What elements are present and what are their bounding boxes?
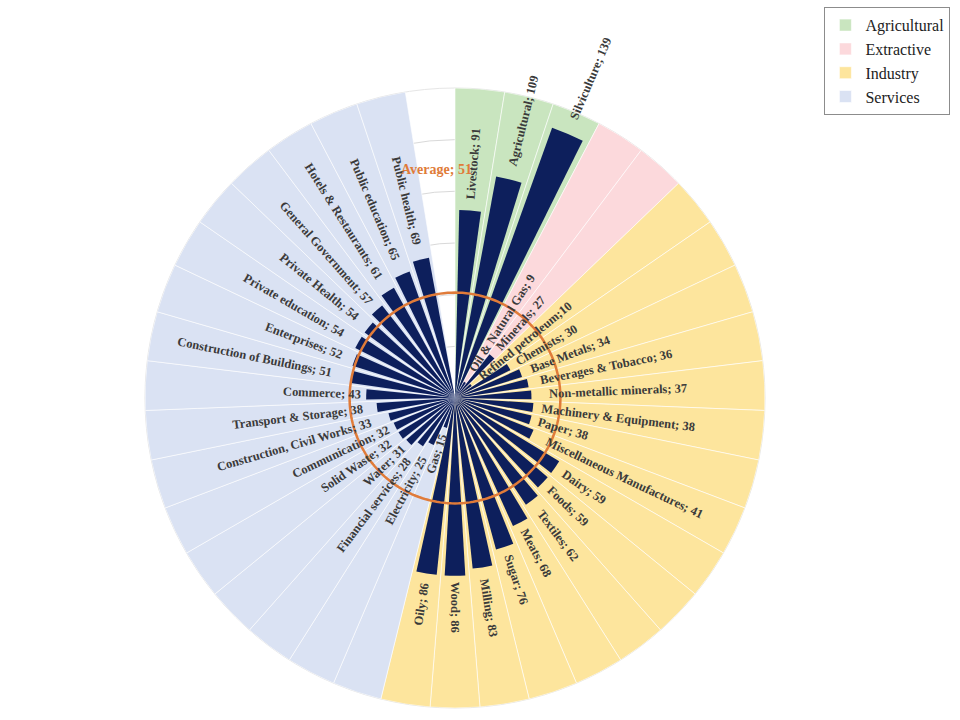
svg-text:Public health; 69: Public health; 69 xyxy=(389,155,424,246)
svg-text:Machinery & Equipment; 38: Machinery & Equipment; 38 xyxy=(541,402,696,435)
svg-text:Milling; 83: Milling; 83 xyxy=(477,578,500,638)
svg-text:Agricultural: Agricultural xyxy=(865,17,944,35)
svg-text:Beverages & Tobacco; 36: Beverages & Tobacco; 36 xyxy=(539,347,673,388)
svg-text:Construction of Buildings; 51: Construction of Buildings; 51 xyxy=(176,334,333,379)
svg-text:Dairy; 59: Dairy; 59 xyxy=(559,467,608,507)
svg-text:Water; 31: Water; 31 xyxy=(360,442,408,489)
svg-text:General Government; 57: General Government; 57 xyxy=(277,199,376,308)
svg-text:Meats; 68: Meats; 68 xyxy=(518,526,555,579)
svg-text:Private Health; 54: Private Health; 54 xyxy=(277,250,362,323)
svg-text:Extractive: Extractive xyxy=(865,41,931,58)
svg-text:Services: Services xyxy=(865,89,919,106)
svg-text:Base Metals; 34: Base Metals; 34 xyxy=(528,333,612,376)
svg-text:Public education; 65: Public education; 65 xyxy=(347,157,403,263)
svg-text:Industry: Industry xyxy=(865,65,918,83)
svg-text:Financial services; 28: Financial services; 28 xyxy=(334,455,414,555)
svg-text:Hotels & Restaurants; 61: Hotels & Restaurants; 61 xyxy=(302,161,386,283)
svg-text:Electricity; 25: Electricity; 25 xyxy=(382,454,429,527)
svg-text:Oil & Natural Gas; 9: Oil & Natural Gas; 9 xyxy=(466,272,538,375)
svg-text:Private education; 54: Private education; 54 xyxy=(241,271,347,340)
svg-text:Non-metallic minerals; 37: Non-metallic minerals; 37 xyxy=(549,381,688,401)
svg-text:Oily; 86: Oily; 86 xyxy=(411,582,432,626)
svg-text:Refined petroleum;10: Refined petroleum;10 xyxy=(476,299,575,383)
svg-text:Chemists; 30: Chemists; 30 xyxy=(513,322,580,369)
svg-text:Commerce; 43: Commerce; 43 xyxy=(283,384,361,401)
svg-text:Minerals; 27: Minerals; 27 xyxy=(493,293,548,353)
svg-text:Livestock; 91: Livestock; 91 xyxy=(464,128,484,200)
svg-text:Foods; 59: Foods; 59 xyxy=(544,483,591,529)
svg-text:Average; 51: Average; 51 xyxy=(401,162,472,177)
svg-text:Agricultural; 109: Agricultural; 109 xyxy=(506,74,542,167)
svg-text:Communication; 32: Communication; 32 xyxy=(290,423,392,481)
svg-text:Textiles; 62: Textiles; 62 xyxy=(534,507,581,564)
svg-text:Miscellaneous Manufactures; 41: Miscellaneous Manufactures; 41 xyxy=(543,435,705,522)
svg-text:Solid Waste; 32: Solid Waste; 32 xyxy=(318,437,394,495)
svg-text:Wood; 86: Wood; 86 xyxy=(448,582,462,633)
svg-text:Construction, Civil Works; 33: Construction, Civil Works; 33 xyxy=(215,416,373,474)
svg-text:Enterprises; 52: Enterprises; 52 xyxy=(263,320,344,362)
svg-text:Gas; 15: Gas; 15 xyxy=(424,432,450,475)
svg-text:Paper; 38: Paper; 38 xyxy=(536,415,590,443)
svg-text:Sugar; 76: Sugar; 76 xyxy=(501,553,531,607)
svg-text:Transport & Storage; 38: Transport & Storage; 38 xyxy=(232,402,364,432)
svg-text:Silviculture; 139: Silviculture; 139 xyxy=(567,35,614,121)
